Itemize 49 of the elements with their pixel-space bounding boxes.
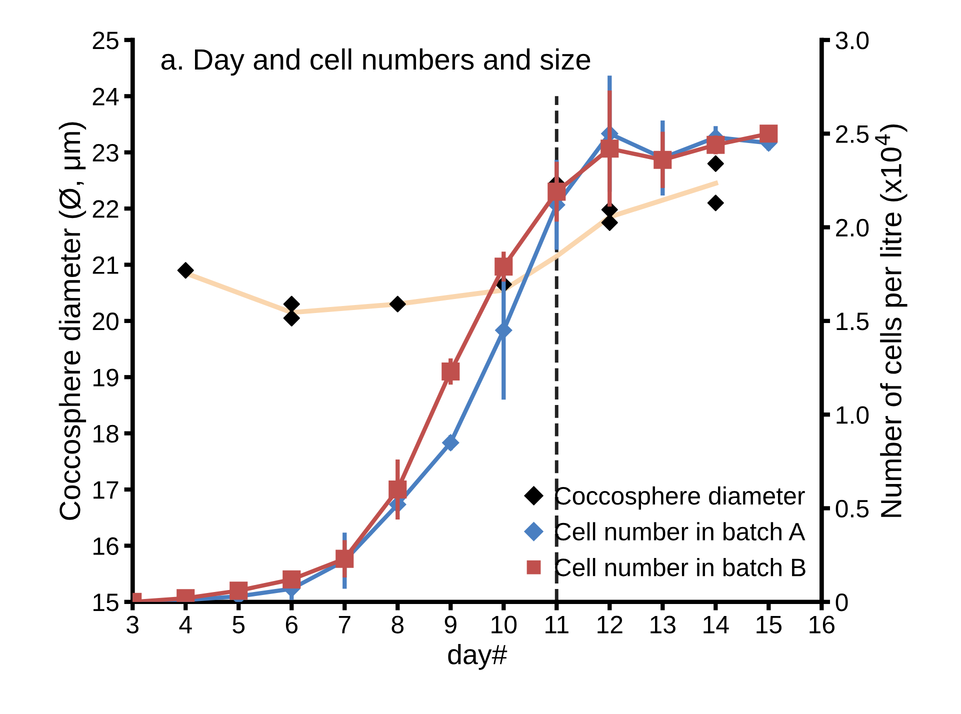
point xyxy=(389,296,406,312)
y-tick-label: 15 xyxy=(94,594,118,612)
point xyxy=(283,310,300,326)
y2-tick-label: 3.0 xyxy=(836,32,869,50)
x-tick-label: 15 xyxy=(756,616,782,634)
y-tick-label: 24 xyxy=(92,88,119,106)
y-tick-label: 16 xyxy=(94,537,118,556)
y-tick-label: 25 xyxy=(92,32,118,50)
legend-label: Coccosphere diameter xyxy=(555,486,805,510)
x-tick-label: 13 xyxy=(650,616,676,634)
y-tick-label: 22 xyxy=(92,200,118,218)
y-tick-label: 19 xyxy=(94,368,118,386)
x-tick-label: 12 xyxy=(598,616,622,634)
point xyxy=(707,194,724,212)
point xyxy=(282,570,301,588)
y2-tick-label: 1.0 xyxy=(836,406,869,424)
x-tick-label: 10 xyxy=(492,616,517,634)
x-tick-label: 7 xyxy=(338,616,350,634)
x-tick-label: 6 xyxy=(286,616,298,634)
point xyxy=(230,582,248,600)
legend-label: Cell number in batch A xyxy=(555,522,806,541)
y2-tick-label: 0.5 xyxy=(836,500,869,518)
y2-tick-label: 2.0 xyxy=(836,218,869,237)
x-axis-title: day# xyxy=(448,644,508,670)
legend-label: Cell number in batch B xyxy=(555,558,806,576)
y-tick-label: 18 xyxy=(94,424,118,443)
x-tick-label: 3 xyxy=(126,616,138,634)
y-tick-label: 21 xyxy=(92,256,118,274)
x-tick-label: 5 xyxy=(232,616,245,634)
y-tick-label: 20 xyxy=(92,312,118,330)
x-tick-label: 9 xyxy=(444,616,456,634)
x-tick-label: 11 xyxy=(546,616,568,634)
point xyxy=(707,155,724,172)
point xyxy=(177,262,194,279)
x-tick-label: 4 xyxy=(179,616,192,634)
x-tick-label: 16 xyxy=(810,616,834,634)
point xyxy=(760,124,778,143)
point xyxy=(601,214,618,231)
y2-tick-label: 2.5 xyxy=(836,125,869,143)
x-tick-label: 8 xyxy=(392,616,404,634)
y-tick-label: 17 xyxy=(94,481,118,499)
point xyxy=(283,296,300,312)
y2-axis-title: Number of cells per litre (x10$^{4}$) xyxy=(875,124,908,517)
chart-title: a. Day and cell numbers and size xyxy=(161,48,590,76)
y-axis-title: Coccosphere diameter (Ø, μm) xyxy=(58,122,86,520)
y2-tick-label: 1.5 xyxy=(836,312,869,330)
y2-tick-label: 0 xyxy=(836,594,848,612)
x-tick-label: 14 xyxy=(704,616,729,634)
y-tick-label: 23 xyxy=(92,144,118,162)
